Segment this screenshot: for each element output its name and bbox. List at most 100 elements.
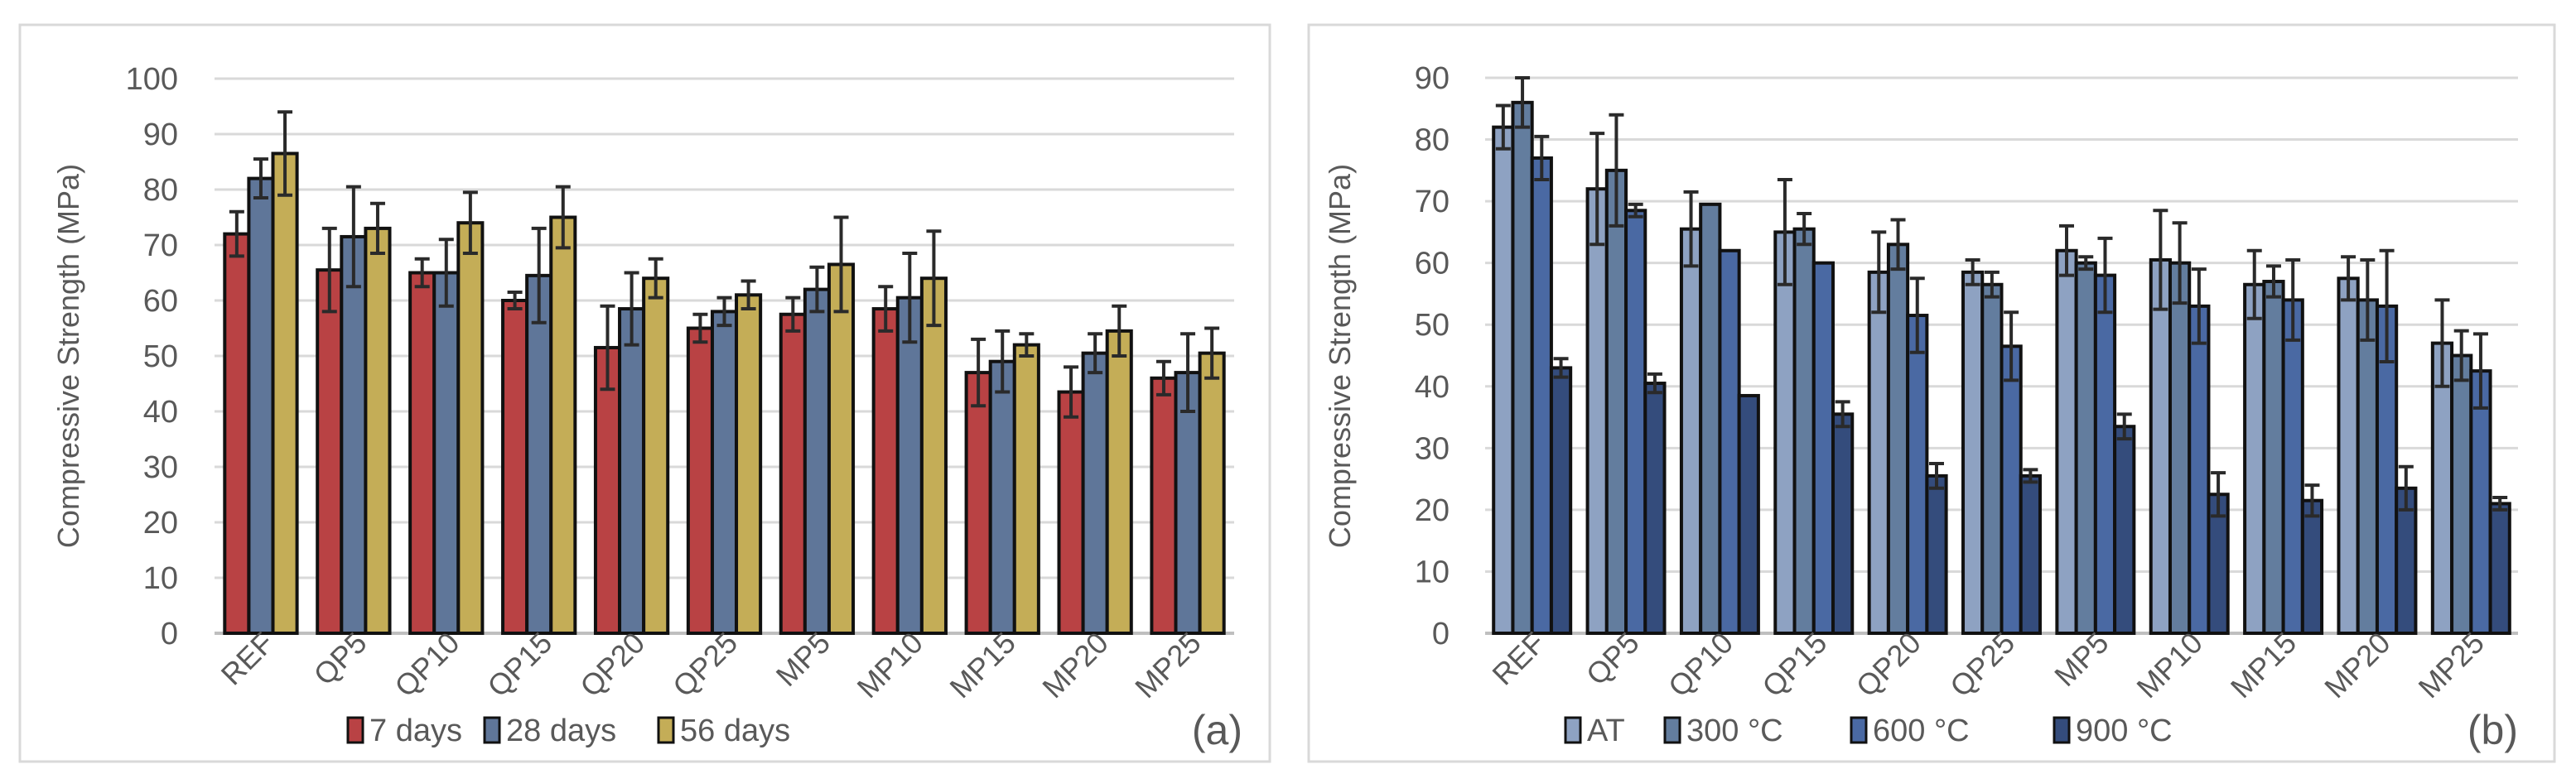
legend-label: 300 °C: [1686, 714, 1783, 748]
bar: [2074, 261, 2097, 635]
bar: [2149, 257, 2172, 635]
y-tick-label: 90: [1415, 61, 1450, 96]
y-tick-label: 60: [143, 284, 178, 319]
bar: [827, 262, 856, 635]
bar: [803, 287, 831, 635]
bar: [1530, 156, 1553, 635]
bar: [2019, 473, 2042, 636]
y-tick-label: 70: [1415, 185, 1450, 219]
y-tick-label: 80: [1415, 123, 1450, 158]
bar: [1081, 351, 1109, 635]
y-tick-label: 0: [161, 617, 178, 651]
bar: [501, 299, 529, 635]
bar: [247, 176, 275, 636]
bar: [340, 234, 368, 635]
panel-label: (a): [1192, 707, 1242, 753]
y-tick-label: 70: [143, 228, 178, 263]
bar: [316, 268, 344, 635]
bar: [1057, 390, 1085, 635]
y-tick-label: 50: [143, 339, 178, 374]
bar: [1867, 270, 1890, 635]
y-tick-label: 30: [143, 450, 178, 485]
bar: [364, 226, 392, 635]
y-tick-label: 50: [1415, 308, 1450, 343]
legend-swatch: [1564, 716, 1582, 744]
bar: [2300, 498, 2324, 636]
bar: [1718, 248, 1741, 635]
bar: [1811, 261, 1836, 635]
y-tick-label: 90: [143, 118, 178, 152]
bar: [2356, 298, 2379, 635]
bar: [408, 271, 437, 635]
bar: [1737, 393, 1760, 635]
bar: [2281, 298, 2304, 635]
bar: [735, 293, 763, 635]
y-tick-label: 80: [143, 173, 178, 208]
bar: [895, 296, 924, 635]
bar: [271, 151, 299, 635]
bar: [2093, 273, 2117, 635]
bar: [1792, 227, 1816, 635]
legend-label: AT: [1587, 714, 1625, 748]
legend-swatch: [483, 716, 501, 744]
bar: [1961, 270, 1985, 635]
y-tick-label: 40: [143, 395, 178, 430]
y-tick-label: 100: [126, 62, 178, 97]
bar: [1906, 314, 1929, 635]
bar: [686, 326, 714, 635]
legend-swatch: [2053, 716, 2071, 744]
bar: [779, 312, 807, 635]
legend-swatch: [1663, 716, 1681, 744]
panel-label: (b): [2467, 707, 2518, 753]
bar: [2113, 425, 2136, 635]
bar: [2000, 344, 2023, 635]
legend-swatch: [346, 716, 364, 744]
legend-swatch: [1850, 716, 1868, 744]
legend-label: 28 days: [506, 714, 616, 748]
bar: [1150, 376, 1178, 635]
bar: [525, 273, 553, 635]
bar: [988, 359, 1016, 635]
bar: [1105, 329, 1133, 635]
bar: [549, 215, 577, 635]
chart-panel-b: 0 10 20 30 40 50 60 70 80 90 Compressive Strength …: [1307, 23, 2556, 763]
chart-panel-a: 0 10 20 30 40 50 60 70 80 90 100 Compressive Streng…: [18, 23, 1271, 763]
bar: [1679, 227, 1703, 635]
bar: [2188, 304, 2211, 635]
bar: [2055, 248, 2078, 635]
bar: [1925, 473, 1948, 636]
bar: [1012, 343, 1040, 635]
legend-swatch: [657, 716, 675, 744]
bar: [919, 276, 948, 635]
bar: [1980, 282, 2004, 635]
y-tick-label: 10: [143, 561, 178, 596]
bar: [871, 307, 900, 635]
bar: [642, 276, 670, 635]
bar: [1585, 187, 1609, 635]
bar: [1643, 382, 1667, 635]
bar: [1773, 230, 1797, 635]
legend-label: 56 days: [680, 714, 790, 748]
bar: [618, 307, 646, 635]
bar: [223, 232, 251, 635]
bar: [1831, 412, 1855, 635]
bar: [1699, 202, 1722, 636]
bar: [964, 371, 992, 635]
legend-label: 900 °C: [2076, 714, 2173, 748]
bar: [1549, 366, 1573, 635]
y-axis-label: Compressive Strength (MPa): [1323, 164, 1357, 548]
bar: [1886, 243, 1910, 635]
bar: [1198, 351, 1226, 635]
bar: [1511, 100, 1534, 636]
bar: [2168, 261, 2192, 635]
bar: [1624, 209, 1647, 636]
y-tick-label: 0: [1432, 617, 1450, 651]
bar: [710, 310, 739, 635]
y-tick-label: 30: [1415, 431, 1450, 466]
legend-label: 7 days: [369, 714, 462, 748]
bar: [2488, 502, 2511, 636]
bar: [2450, 353, 2473, 635]
legend-label: 600 °C: [1873, 714, 1970, 748]
y-tick-label: 20: [143, 506, 178, 541]
